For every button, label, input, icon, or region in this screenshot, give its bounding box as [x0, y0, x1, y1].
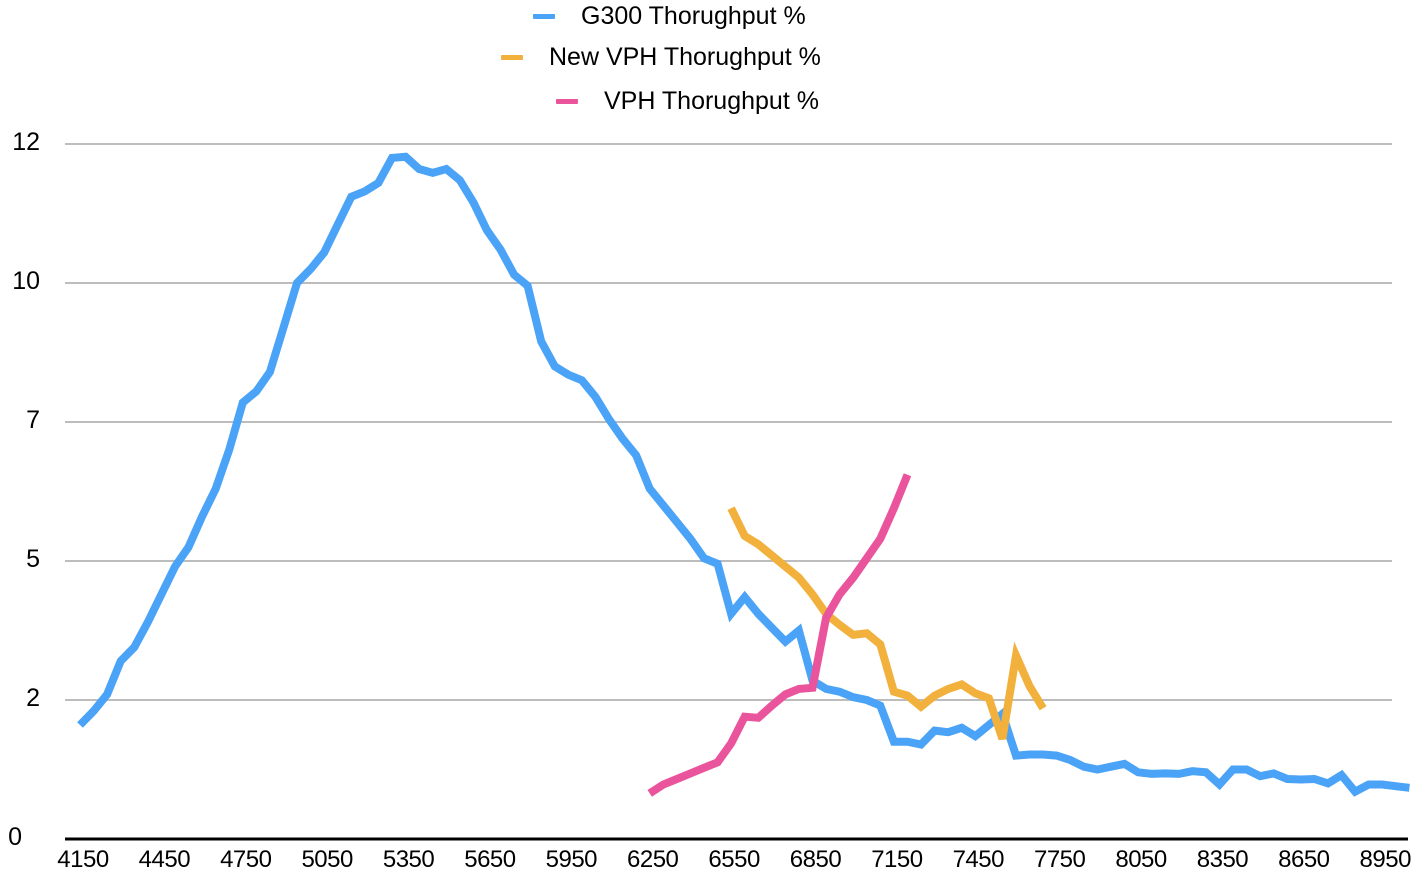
- series-line-vph-thorughput-: [647, 473, 912, 797]
- x-tick-label: 6850: [789, 846, 842, 873]
- x-tick-label: 8950: [1359, 846, 1412, 873]
- x-tick-label: 6550: [708, 846, 760, 873]
- y-tick-label: 10: [12, 267, 40, 295]
- x-tick-label: 5350: [382, 846, 435, 873]
- x-tick-label: 7450: [952, 846, 1005, 873]
- gridlines: [65, 143, 1392, 701]
- legend-swatch-pink-icon: [556, 99, 578, 104]
- x-tick-label: 4150: [57, 846, 109, 873]
- legend-item-g300: G300 Thorughput %: [533, 2, 806, 31]
- legend-label: VPH Thorughput %: [604, 87, 819, 115]
- legend-label: New VPH Thorughput %: [549, 43, 821, 71]
- legend-swatch-orange-icon: [501, 55, 523, 60]
- y-tick-label: 2: [26, 684, 40, 712]
- x-tick-label: 5650: [464, 846, 516, 873]
- y-tick-label: 5: [26, 545, 40, 573]
- x-tick-label: 8050: [1115, 846, 1167, 873]
- y-tick-label: 0: [8, 823, 22, 851]
- legend-item-vph: VPH Thorughput %: [556, 87, 819, 116]
- legend-label: G300 Thorughput %: [581, 2, 806, 30]
- x-tick-label: 5050: [301, 846, 353, 873]
- x-tick-label: 6250: [627, 846, 679, 873]
- legend: G300 Thorughput % New VPH Thorughput % V…: [0, 0, 1422, 125]
- x-tick-label: 4450: [138, 846, 191, 873]
- legend-item-new-vph: New VPH Thorughput %: [501, 43, 821, 72]
- x-tick-label: 7150: [871, 846, 923, 873]
- x-tick-label: 7750: [1033, 846, 1086, 873]
- legend-swatch-blue-icon: [533, 14, 555, 19]
- x-tick-label: 8650: [1278, 846, 1330, 873]
- x-tick-label: 8350: [1196, 846, 1249, 873]
- y-tick-label: 7: [26, 406, 40, 434]
- y-tick-label: 12: [12, 128, 40, 156]
- x-tick-label: 5950: [545, 846, 598, 873]
- x-tick-label: 4750: [220, 846, 272, 873]
- series-lines: [77, 152, 1410, 797]
- series-line-g300-thorughput-: [77, 152, 1410, 797]
- series-line-new-vph-thorughput-: [727, 506, 1047, 741]
